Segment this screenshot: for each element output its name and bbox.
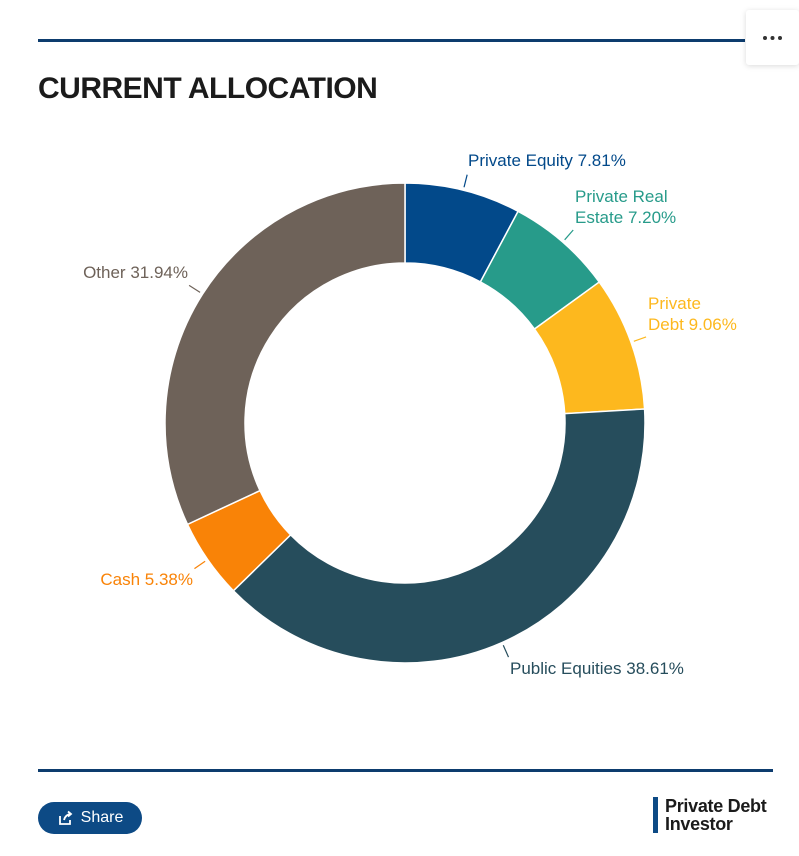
share-button[interactable]: Share: [38, 802, 142, 834]
data-label: Other 31.94%: [20, 262, 188, 283]
data-label: Private Equity 7.81%: [468, 150, 668, 171]
chart: [164, 174, 647, 664]
label-category: Private Debt: [648, 294, 701, 334]
logo-line: Investor: [665, 814, 733, 834]
logo-line: Private Debt: [665, 796, 767, 816]
donut-segment: [232, 408, 646, 664]
label-value: 38.61%: [626, 659, 684, 678]
bottom-rule: [38, 769, 773, 772]
donut-segment: [164, 182, 406, 526]
leader-line: [564, 229, 574, 241]
label-value: 9.06%: [688, 315, 737, 334]
leader-line: [188, 284, 201, 293]
label-category: Cash: [100, 570, 141, 589]
data-label: Private Real Estate 7.20%: [575, 186, 700, 228]
menu-button[interactable]: [746, 10, 799, 65]
label-value: 31.94%: [130, 263, 188, 282]
leader-line: [194, 560, 206, 570]
top-rule: [38, 39, 745, 42]
chart-title: CURRENT ALLOCATION: [38, 72, 378, 105]
share-label: Share: [80, 809, 124, 826]
data-label: Private Debt 9.06%: [648, 293, 738, 335]
leader-line: [463, 174, 468, 188]
label-value: 5.38%: [144, 570, 193, 589]
label-category: Private Equity: [468, 151, 573, 170]
share-icon: [58, 810, 73, 825]
leader-line: [633, 336, 647, 342]
menu-icon: [763, 36, 782, 40]
label-category: Private Real Estate: [575, 187, 668, 227]
data-label: Cash 5.38%: [60, 569, 193, 590]
logo: Private Debt Investor: [653, 796, 767, 834]
leader-line: [502, 645, 510, 658]
label-category: Other: [83, 263, 126, 282]
label-category: Public Equities: [510, 659, 622, 678]
label-value: 7.20%: [627, 208, 677, 227]
data-label: Public Equities 38.61%: [510, 658, 730, 679]
label-value: 7.81%: [577, 151, 626, 170]
